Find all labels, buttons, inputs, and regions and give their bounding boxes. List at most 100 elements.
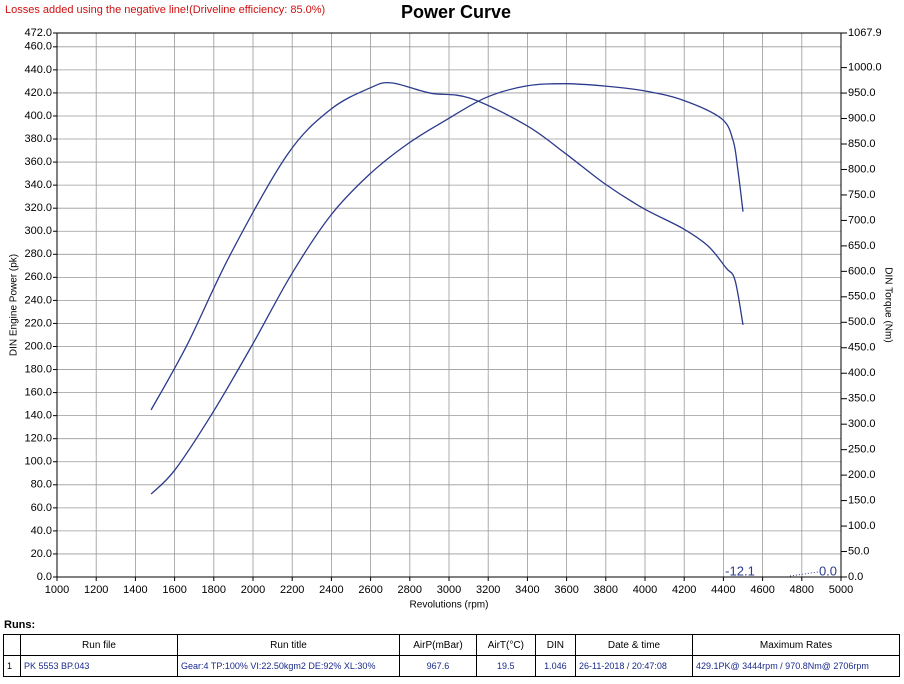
series-line bbox=[150, 83, 744, 495]
y-tick-label: 200.0 bbox=[24, 340, 52, 352]
cell: 429.1PK@ 3444rpm / 970.8Nm@ 2706rpm bbox=[692, 655, 900, 677]
y-tick-label: 320.0 bbox=[24, 202, 52, 214]
y-tick-label: 60.0 bbox=[31, 502, 52, 514]
y2-tick-label: 300.0 bbox=[848, 418, 876, 430]
y-tick-label: 0.0 bbox=[37, 571, 52, 583]
y2-tick-label: 400.0 bbox=[848, 367, 876, 379]
x-tick-label: 4400 bbox=[711, 584, 735, 596]
cell: 19.5 bbox=[475, 655, 536, 677]
chart-note: Losses added using the negative line!(Dr… bbox=[5, 4, 325, 16]
chart: Losses added using the negative line!(Dr… bbox=[5, 2, 893, 611]
x-tick-label: 3200 bbox=[476, 584, 500, 596]
header-row: Run file Run title AirP(mBar) AirT(°C) D… bbox=[3, 634, 900, 656]
annotation: 0.0 bbox=[819, 563, 837, 578]
x-tick-label: 4200 bbox=[672, 584, 696, 596]
x-tick-label: 1200 bbox=[84, 584, 108, 596]
y-axis-label: DIN Engine Power (pk) bbox=[9, 254, 20, 356]
x-tick-label: 4000 bbox=[633, 584, 657, 596]
y-tick-label: 460.0 bbox=[24, 41, 52, 53]
x-tick-label: 5000 bbox=[829, 584, 853, 596]
y-tick-label: 140.0 bbox=[24, 410, 52, 422]
y2-tick-label: 600.0 bbox=[848, 265, 876, 277]
header-cell: Date & time bbox=[575, 634, 693, 656]
cell: Gear:4 TP:100% VI:22.50kgm2 DE:92% XL:30… bbox=[177, 655, 400, 677]
run-row: 1 PK 5553 BP.043 Gear:4 TP:100% VI:22.50… bbox=[3, 655, 900, 677]
y2-tick-label: 900.0 bbox=[848, 112, 876, 124]
cell: PK 5553 BP.043 bbox=[20, 655, 178, 677]
header-cell bbox=[3, 634, 21, 656]
x-tick-label: 3800 bbox=[594, 584, 618, 596]
x-tick-label: 2000 bbox=[241, 584, 265, 596]
y-tick-label: 240.0 bbox=[24, 294, 52, 306]
x-tick-label: 2600 bbox=[358, 584, 382, 596]
y2-tick-label: 50.0 bbox=[848, 545, 869, 557]
y2-tick-label: 1000.0 bbox=[848, 61, 882, 73]
annotation: -12.1 bbox=[725, 563, 755, 578]
y-tick-label: 180.0 bbox=[24, 363, 52, 375]
y-tick-label: 220.0 bbox=[24, 317, 52, 329]
plot-frame bbox=[56, 32, 842, 578]
header-cell: AirT(°C) bbox=[475, 634, 536, 656]
header-cell: Run file bbox=[20, 634, 178, 656]
annotation-leader bbox=[789, 571, 819, 577]
x-tick-label: 1600 bbox=[162, 584, 186, 596]
cell: 1 bbox=[3, 655, 21, 677]
y2-tick-label: 750.0 bbox=[848, 189, 876, 201]
header-cell: AirP(mBar) bbox=[399, 634, 477, 656]
y2-tick-label: 550.0 bbox=[848, 291, 876, 303]
y-tick-label: 40.0 bbox=[31, 525, 52, 537]
y2-tick-label: 450.0 bbox=[848, 342, 876, 354]
y-tick-label: 280.0 bbox=[24, 248, 52, 260]
y-tick-label: 300.0 bbox=[24, 225, 52, 237]
y2-tick-label: 700.0 bbox=[848, 214, 876, 226]
y-tick-label: 120.0 bbox=[24, 433, 52, 445]
x-tick-label: 4800 bbox=[790, 584, 814, 596]
y2-tick-label: 150.0 bbox=[848, 494, 876, 506]
y2-tick-label: 650.0 bbox=[848, 240, 876, 252]
x-tick-label: 2400 bbox=[319, 584, 343, 596]
y-tick-label: 160.0 bbox=[24, 386, 52, 398]
x-tick-label: 2200 bbox=[280, 584, 304, 596]
y-tick-label: 472.0 bbox=[24, 27, 52, 39]
x-tick-label: 1400 bbox=[123, 584, 147, 596]
header-cell: Maximum Rates bbox=[692, 634, 900, 656]
y2-tick-label: 350.0 bbox=[848, 393, 876, 405]
y-tick-label: 400.0 bbox=[24, 110, 52, 122]
header-cell: DIN bbox=[534, 634, 577, 656]
y2-tick-label: 250.0 bbox=[848, 444, 876, 456]
chart-title: Power Curve bbox=[401, 2, 511, 22]
runs-table: Run file Run title AirP(mBar) AirT(°C) D… bbox=[3, 634, 900, 677]
y2-tick-label: 800.0 bbox=[848, 163, 876, 175]
y-tick-label: 340.0 bbox=[24, 179, 52, 191]
series-line bbox=[150, 82, 744, 411]
x-tick-label: 4600 bbox=[750, 584, 774, 596]
y-tick-label: 80.0 bbox=[31, 479, 52, 491]
y2-axis-label: DIN Torque (Nm) bbox=[882, 267, 893, 342]
cell: 26-11-2018 / 20:47:08 bbox=[575, 655, 693, 677]
y2-tick-label: 500.0 bbox=[848, 316, 876, 328]
x-tick-label: 3000 bbox=[437, 584, 461, 596]
y-tick-label: 420.0 bbox=[24, 87, 52, 99]
runs-label: Runs: bbox=[4, 619, 36, 631]
y2-tick-label: 0.0 bbox=[848, 571, 863, 583]
y-tick-label: 440.0 bbox=[24, 64, 52, 76]
y-tick-label: 20.0 bbox=[31, 548, 52, 560]
x-tick-label: 1800 bbox=[202, 584, 226, 596]
x-tick-label: 3600 bbox=[554, 584, 578, 596]
x-axis-label: Revolutions (rpm) bbox=[410, 600, 489, 611]
header-cell: Run title bbox=[177, 634, 400, 656]
cell: 1.046 bbox=[534, 655, 577, 677]
cell: 967.6 bbox=[399, 655, 477, 677]
y-tick-label: 100.0 bbox=[24, 456, 52, 468]
x-tick-label: 1000 bbox=[45, 584, 69, 596]
y2-tick-label: 850.0 bbox=[848, 138, 876, 150]
y-tick-label: 360.0 bbox=[24, 156, 52, 168]
y2-tick-label: 100.0 bbox=[848, 520, 876, 532]
x-tick-label: 3400 bbox=[515, 584, 539, 596]
y2-tick-label: 950.0 bbox=[848, 87, 876, 99]
y2-tick-label: 200.0 bbox=[848, 469, 876, 481]
y2-tick-label: 1067.9 bbox=[848, 27, 882, 39]
x-tick-label: 2800 bbox=[398, 584, 422, 596]
y-tick-label: 260.0 bbox=[24, 271, 52, 283]
